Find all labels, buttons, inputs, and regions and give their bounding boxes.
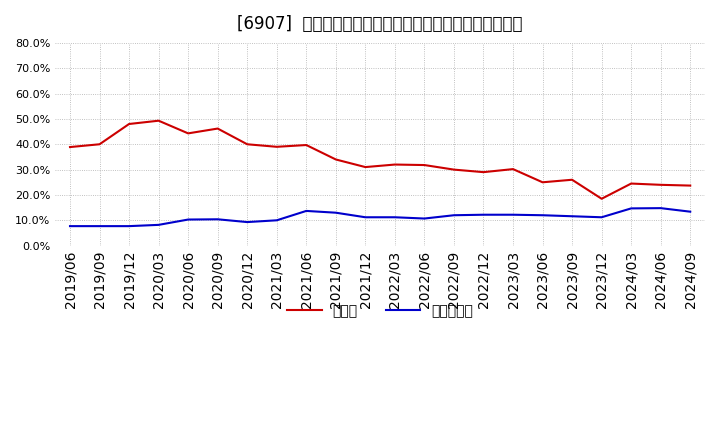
Legend: 現預金, 有利子負債: 現預金, 有利子負債 [282, 299, 479, 324]
有利子負債 [243, 220, 251, 225]
有利子負債 [361, 215, 369, 220]
現預金 [154, 118, 163, 123]
有利子負債 [568, 213, 577, 219]
現預金 [598, 196, 606, 202]
現預金 [686, 183, 695, 188]
現預金 [125, 121, 133, 127]
有利子負債 [272, 218, 281, 223]
有利子負債 [509, 212, 518, 217]
有利子負債 [390, 215, 399, 220]
有利子負債 [657, 205, 665, 211]
現預金 [657, 182, 665, 187]
現預金 [390, 162, 399, 167]
現預金 [243, 142, 251, 147]
有利子負債 [66, 224, 74, 229]
現預金 [420, 162, 428, 168]
有利子負債 [331, 210, 340, 215]
有利子負債 [686, 209, 695, 214]
現預金 [627, 181, 636, 186]
現預金 [184, 131, 192, 136]
有利子負債 [95, 224, 104, 229]
Line: 有利子負債: 有利子負債 [70, 208, 690, 226]
有利子負債 [598, 215, 606, 220]
Line: 現預金: 現預金 [70, 121, 690, 199]
有利子負債 [213, 216, 222, 222]
有利子負債 [420, 216, 428, 221]
有利子負債 [449, 213, 458, 218]
Title: [6907]  現預金、有利子負債の総資産に対する比率の推移: [6907] 現預金、有利子負債の総資産に対する比率の推移 [238, 15, 523, 33]
現預金 [302, 143, 310, 148]
現預金 [539, 180, 547, 185]
現預金 [213, 126, 222, 131]
現預金 [361, 165, 369, 170]
有利子負債 [480, 212, 488, 217]
現預金 [95, 142, 104, 147]
現預金 [449, 167, 458, 172]
現預金 [509, 166, 518, 172]
有利子負債 [627, 206, 636, 211]
現預金 [66, 144, 74, 150]
現預金 [272, 144, 281, 150]
有利子負債 [125, 224, 133, 229]
現預金 [331, 157, 340, 162]
有利子負債 [302, 208, 310, 213]
有利子負債 [539, 213, 547, 218]
現預金 [568, 177, 577, 183]
有利子負債 [184, 217, 192, 222]
現預金 [480, 169, 488, 175]
有利子負債 [154, 222, 163, 227]
